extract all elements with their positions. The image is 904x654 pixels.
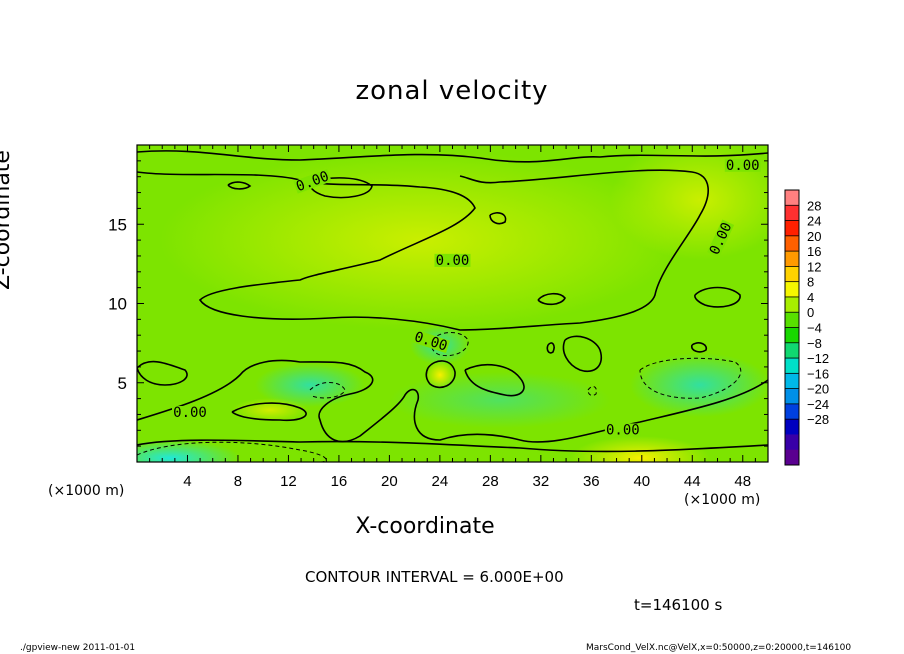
- y-axis-label: Z-coordinate: [0, 150, 15, 290]
- x-tick-label: 20: [381, 473, 398, 490]
- contour-label: 0.00: [173, 405, 207, 421]
- colorbar-label: −4: [807, 321, 822, 336]
- colorbar-label: −24: [807, 397, 829, 412]
- colorbar-swatch: [785, 403, 799, 420]
- x-tick-label: 48: [734, 473, 751, 490]
- contour-label: 0.00: [436, 253, 470, 269]
- y-tick-label: 5: [118, 374, 127, 393]
- time-label: t=146100 s: [634, 596, 723, 614]
- colorbar-swatch: [785, 235, 799, 252]
- colorbar-swatch: [785, 342, 799, 359]
- colorbar-swatch: [785, 205, 799, 222]
- colorbar-label: −16: [807, 366, 829, 381]
- colorbar-label: 16: [807, 244, 821, 259]
- contour-label-bg: [411, 329, 450, 354]
- colorbar-label: 20: [807, 229, 821, 244]
- colorbar-label: 28: [807, 198, 821, 213]
- x-tick-label: 12: [280, 473, 297, 490]
- colorbar-swatch: [785, 312, 799, 328]
- colorbar-swatch: [785, 327, 799, 344]
- colorbar-label: 0: [807, 305, 814, 320]
- colorbar-label: 8: [807, 275, 814, 290]
- colorbar-label: 12: [807, 259, 821, 274]
- axis-ticks: [136, 144, 769, 463]
- colorbar-label: 24: [807, 214, 821, 229]
- colorbar: [784, 189, 800, 466]
- contour-label-bg: [293, 169, 332, 194]
- x-tick-label: 36: [583, 473, 600, 490]
- colorbar-swatch: [785, 190, 799, 206]
- x-tick-label: 8: [234, 473, 242, 490]
- colorbar-swatch: [785, 419, 799, 435]
- x-tick-label: 16: [331, 473, 348, 490]
- velocity-field: [137, 145, 768, 462]
- colorbar-label: −8: [807, 336, 822, 351]
- colorbar-swatch: [785, 449, 799, 466]
- colorbar-swatch: [785, 266, 799, 283]
- y-tick-label: 15: [108, 215, 127, 234]
- colorbar-swatch: [785, 281, 799, 298]
- footer-right: MarsCond_VelX.nc@VelX,x=0:50000,z=0:2000…: [586, 643, 852, 653]
- colorbar-label: −20: [807, 382, 829, 397]
- contour-label: 0.00: [606, 422, 640, 438]
- x-unit-left: (×1000 m): [48, 483, 125, 499]
- contour-lines: [137, 150, 768, 453]
- contour-label-bg: [434, 253, 471, 267]
- colorbar-label: −28: [807, 412, 829, 427]
- chart-title: zonal velocity: [355, 76, 549, 106]
- colorbar-swatch: [785, 373, 799, 390]
- colorbar-label: 4: [807, 290, 814, 305]
- colorbar-swatch: [785, 434, 799, 451]
- x-tick-label: 44: [684, 473, 701, 490]
- contour-label-bg: [707, 219, 735, 258]
- contour-interval: CONTOUR INTERVAL = 6.000E+00: [305, 568, 564, 586]
- x-tick-label: 28: [482, 473, 499, 490]
- y-tick-label: 10: [108, 295, 127, 314]
- contour-label-bg: [172, 406, 209, 420]
- footer-left: ./gpview-new 2011-01-01: [20, 643, 136, 653]
- contour-label-bg: [604, 423, 641, 437]
- x-tick-label: 32: [532, 473, 549, 490]
- colorbar-swatch: [785, 296, 799, 313]
- contour-label: 0.00: [726, 158, 760, 174]
- colorbar-label: −12: [807, 351, 829, 366]
- x-unit-right: (×1000 m): [684, 492, 761, 508]
- colorbar-swatch: [785, 251, 799, 267]
- x-axis-label: X-coordinate: [355, 514, 495, 539]
- colorbar-swatch: [785, 388, 799, 405]
- colorbar-swatch: [785, 358, 799, 374]
- x-tick-label: 24: [432, 473, 449, 490]
- contour-label-bg: [724, 158, 761, 172]
- colorbar-swatch: [785, 220, 799, 237]
- x-tick-label: 4: [183, 473, 191, 490]
- x-tick-label: 40: [633, 473, 650, 490]
